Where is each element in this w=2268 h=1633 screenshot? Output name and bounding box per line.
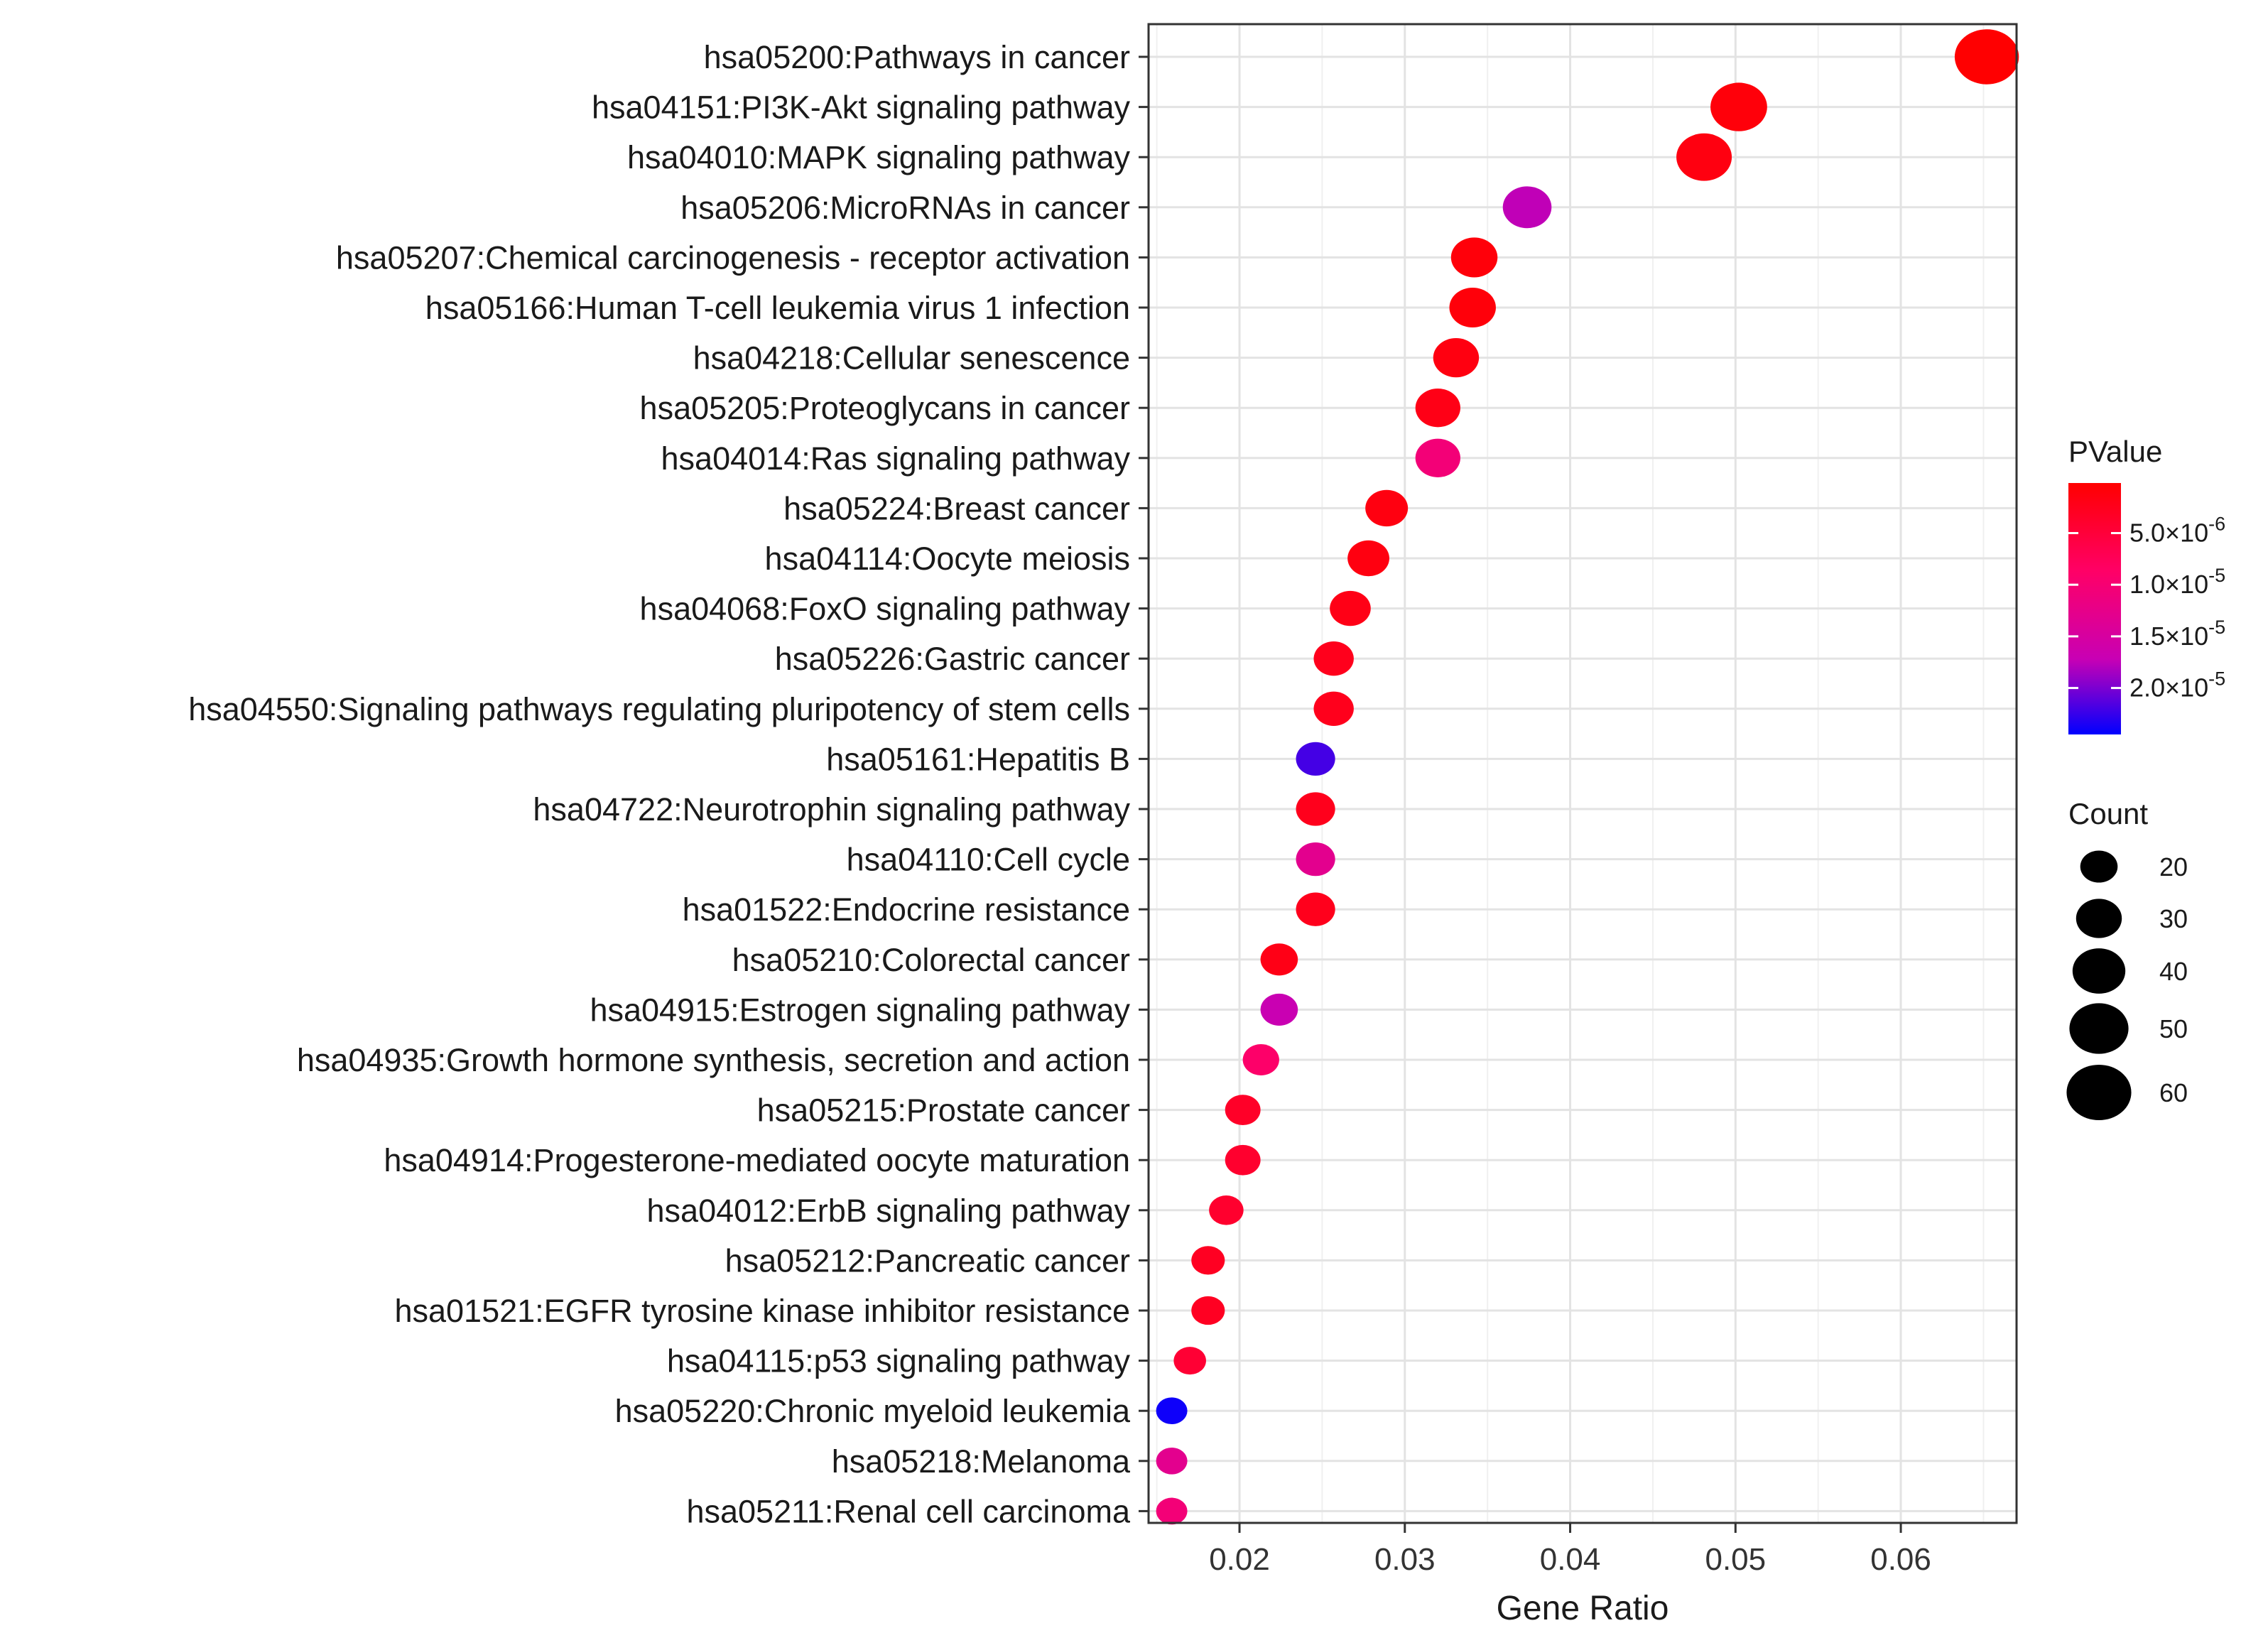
y-axis-label: hsa04014:Ras signaling pathway [661, 440, 1131, 477]
data-point [1296, 842, 1335, 877]
x-axis-title: Gene Ratio [1497, 1590, 1669, 1627]
data-point [1242, 1044, 1279, 1075]
y-axis-label: hsa05200:Pathways in cancer [704, 39, 1130, 75]
count-legend-bubble [2076, 899, 2122, 938]
y-axis-label: hsa04550:Signaling pathways regulating p… [188, 691, 1130, 727]
count-legend-bubble [2080, 850, 2118, 883]
count-legend: Count 20 30 40 50 60 [2066, 797, 2188, 1121]
y-axis-label: hsa04151:PI3K-Akt signaling pathway [592, 89, 1130, 126]
y-axis-label: hsa01522:Endocrine resistance [683, 891, 1130, 928]
count-legend-label: 30 [2159, 904, 2188, 933]
y-axis-label: hsa04218:Cellular senescence [693, 340, 1130, 376]
y-axis-label: hsa05161:Hepatitis B [826, 741, 1130, 777]
data-point [1450, 237, 1498, 278]
y-axis-label: hsa04915:Estrogen signaling pathway [590, 992, 1130, 1028]
count-legend-entries: 20 30 40 50 60 [2066, 850, 2188, 1121]
count-legend-title: Count [2068, 797, 2148, 830]
y-axis-label: hsa04935:Growth hormone synthesis, secre… [297, 1042, 1130, 1078]
pvalue-legend-title: PValue [2068, 435, 2162, 468]
gridlines [1149, 24, 2017, 1523]
y-axis-label: hsa05220:Chronic myeloid leukemia [615, 1393, 1131, 1429]
data-point [1156, 1397, 1188, 1425]
y-axis-label: hsa05207:Chemical carcinogenesis - recep… [336, 239, 1130, 276]
count-legend-bubble [2069, 1003, 2129, 1054]
y-axis-label: hsa04914:Progesterone-mediated oocyte ma… [384, 1142, 1130, 1178]
data-point [1225, 1144, 1261, 1176]
data-point [1296, 892, 1335, 926]
count-legend-label: 50 [2159, 1014, 2188, 1043]
data-point [1954, 29, 2019, 85]
y-axis-label: hsa05206:MicroRNAs in cancer [680, 190, 1130, 226]
data-point [1365, 489, 1409, 527]
data-point [1156, 1447, 1188, 1475]
x-axis-ticks: 0.02 0.03 0.04 0.05 0.06 [1209, 1523, 1931, 1577]
data-point [1347, 540, 1389, 577]
y-axis-labels: hsa05200:Pathways in cancer hsa04151:PI3K… [188, 39, 1149, 1529]
y-axis-label: hsa04115:p53 signaling pathway [667, 1343, 1131, 1379]
data-point [1449, 287, 1496, 328]
y-axis-label: hsa04010:MAPK signaling pathway [627, 139, 1130, 175]
data-point [1676, 133, 1732, 181]
x-axis-tick-label: 0.03 [1374, 1542, 1436, 1577]
count-legend-label: 40 [2159, 957, 2188, 986]
y-axis-label: hsa05210:Colorectal cancer [732, 942, 1130, 978]
count-legend-label: 60 [2159, 1078, 2188, 1107]
data-point [1156, 1497, 1188, 1525]
y-axis-label: hsa05166:Human T-cell leukemia virus 1 i… [425, 290, 1130, 326]
data-point [1415, 389, 1460, 428]
data-point [1260, 993, 1298, 1026]
y-axis-label: hsa04012:ErbB signaling pathway [647, 1193, 1131, 1229]
x-axis-tick-label: 0.04 [1540, 1542, 1601, 1577]
count-legend-bubble [2072, 948, 2126, 994]
y-axis-label: hsa04114:Oocyte meiosis [765, 541, 1130, 577]
data-point [1173, 1347, 1206, 1375]
y-axis-label: hsa04722:Neurotrophin signaling pathway [533, 791, 1130, 828]
count-legend-label: 20 [2159, 852, 2188, 881]
data-points [1156, 29, 2019, 1525]
data-point [1502, 186, 1552, 229]
plot-panel-border [1147, 23, 2018, 1524]
data-point [1330, 590, 1371, 626]
x-axis-tick-label: 0.06 [1870, 1542, 1931, 1577]
pvalue-legend-ticks: 5.0×10-61.0×10-51.5×10-52.0×10-5 [2068, 514, 2225, 702]
y-axis-label: hsa04068:FoxO signaling pathway [640, 591, 1131, 627]
data-point [1710, 82, 1767, 131]
x-axis-tick-label: 0.02 [1209, 1542, 1270, 1577]
pvalue-legend: PValue 5.0×10-61.0×10-51.5×10-52.0×10-5 [2068, 435, 2225, 734]
data-point [1313, 691, 1354, 726]
y-axis-label: hsa05218:Melanoma [832, 1443, 1131, 1480]
data-point [1313, 641, 1354, 676]
y-axis-label: hsa05224:Breast cancer [783, 490, 1130, 526]
data-point [1225, 1095, 1261, 1125]
pvalue-colorbar [2068, 483, 2121, 734]
x-axis-tick-label: 0.05 [1705, 1542, 1766, 1577]
data-point [1260, 943, 1298, 976]
y-axis-label: hsa04110:Cell cycle [847, 842, 1130, 878]
data-point [1191, 1296, 1225, 1325]
count-legend-bubble [2066, 1064, 2132, 1121]
data-point [1296, 742, 1335, 776]
data-point [1296, 792, 1335, 826]
y-axis-label: hsa05215:Prostate cancer [757, 1092, 1130, 1129]
y-axis-label: hsa05205:Proteoglycans in cancer [640, 390, 1130, 426]
y-axis-label: hsa05212:Pancreatic cancer [725, 1242, 1130, 1279]
y-axis-label: hsa05226:Gastric cancer [775, 641, 1130, 677]
data-point [1209, 1195, 1244, 1225]
y-axis-label: hsa01521:EGFR tyrosine kinase inhibitor … [394, 1293, 1130, 1329]
data-point [1191, 1246, 1225, 1275]
y-axis-label: hsa05211:Renal cell carcinoma [686, 1493, 1131, 1529]
data-point [1433, 337, 1480, 378]
data-point [1415, 438, 1460, 477]
